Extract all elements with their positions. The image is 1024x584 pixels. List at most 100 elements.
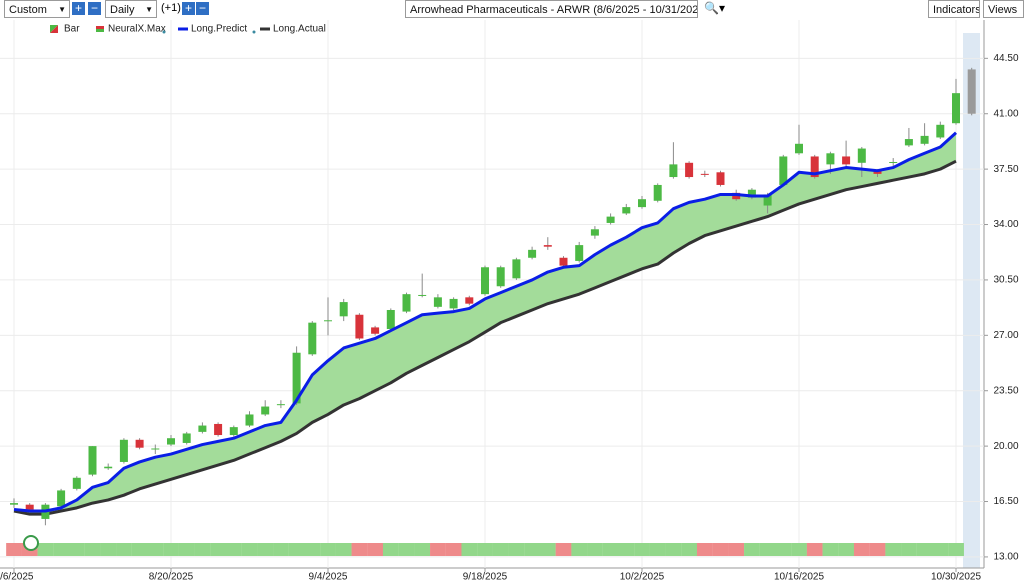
signal-cell <box>587 543 603 556</box>
candle-body <box>857 148 866 163</box>
indicators-button[interactable]: Indicators <box>928 0 980 18</box>
signal-cell <box>288 543 305 556</box>
candle-body <box>779 156 788 185</box>
candle-body <box>292 352 301 404</box>
signal-cell <box>869 543 886 556</box>
y-tick-label: 30.50 <box>993 275 1018 286</box>
signal-cell <box>116 543 132 556</box>
legend-label: Long.Predict <box>191 24 247 35</box>
interval-select[interactable]: Daily ▼ <box>105 0 157 18</box>
signal-cell <box>775 543 792 556</box>
offset-plus-button[interactable]: + <box>182 2 195 15</box>
candle-body <box>214 423 223 436</box>
signal-cell <box>634 543 650 556</box>
signal-cell <box>728 543 745 556</box>
candle-body <box>873 170 882 174</box>
symbol-box[interactable]: Arrowhead Pharmaceuticals - ARWR (8/6/20… <box>405 0 698 18</box>
candle-body <box>512 259 521 279</box>
candle-body <box>355 314 364 339</box>
legend-label: NeuralX.Max <box>108 24 166 35</box>
signal-cell <box>602 543 619 556</box>
line-0 <box>13 131 958 513</box>
signal-cell <box>901 543 917 556</box>
legend-label: Bar <box>64 24 80 35</box>
signal-cell <box>744 543 760 556</box>
signal-cell <box>147 543 164 556</box>
signal-cell <box>885 543 902 556</box>
candle-body <box>543 245 552 247</box>
candle-body <box>198 425 207 432</box>
signal-cell <box>335 543 352 556</box>
x-tick-label: 10/30/2025 <box>931 572 981 583</box>
candle-body <box>402 294 411 312</box>
candle-body <box>700 173 709 175</box>
y-tick-label: 27.00 <box>993 330 1018 341</box>
legend-icon <box>96 29 104 32</box>
band-fill <box>14 132 956 515</box>
x-tick-label: 9/18/2025 <box>463 572 508 583</box>
y-tick-label: 41.00 <box>993 108 1018 119</box>
candle-body <box>229 427 238 436</box>
dropdown-arrow: ▼ <box>145 5 153 14</box>
indicators-text: Indicators <box>933 4 980 16</box>
candle-body <box>308 322 317 355</box>
candle-body <box>481 267 489 295</box>
offset-minus-button[interactable]: − <box>196 2 209 15</box>
signal-cell <box>508 543 525 556</box>
zoom-out-button[interactable]: − <box>88 2 101 15</box>
candle-body <box>496 267 505 287</box>
signal-cell <box>822 543 839 556</box>
zoom-in-button[interactable]: + <box>72 2 85 15</box>
forecast-zone <box>963 33 980 568</box>
candle-body <box>889 162 898 164</box>
candle-body <box>418 294 427 296</box>
signal-cell <box>53 543 70 556</box>
signal-cell <box>6 543 22 556</box>
candle-body <box>119 439 128 462</box>
y-tick-label: 13.00 <box>993 552 1018 563</box>
candle-body <box>747 189 756 198</box>
candle-body <box>57 490 66 507</box>
legend-dot <box>252 30 256 34</box>
signal-cell <box>304 543 321 556</box>
signal-cell <box>555 543 572 556</box>
candle-body <box>826 153 835 165</box>
candle-body <box>638 199 646 208</box>
signal-cell <box>382 543 399 556</box>
search-icon[interactable]: 🔍▾ <box>704 1 725 15</box>
candle-body <box>276 404 285 406</box>
signal-cell <box>524 543 541 556</box>
candle-body <box>920 135 929 144</box>
candle-body <box>653 184 662 201</box>
signal-cell <box>225 543 242 556</box>
candle-body <box>339 302 348 317</box>
signal-cell <box>84 543 101 556</box>
signal-cell <box>241 543 258 556</box>
interval-text: Daily <box>110 4 135 16</box>
signal-cell <box>618 543 635 556</box>
candle-body <box>622 207 631 214</box>
dropdown-arrow: ▼ <box>58 5 66 14</box>
candle-body <box>261 406 270 415</box>
candle-body <box>245 414 254 426</box>
candle-body <box>842 156 851 165</box>
signal-cell <box>571 543 588 556</box>
candle-body <box>716 172 725 185</box>
signal-cell <box>257 543 274 556</box>
candle-body <box>25 504 34 510</box>
x-tick-label: 9/4/2025 <box>309 572 348 583</box>
signal-cell <box>445 543 462 556</box>
period-select[interactable]: Custom ▼ <box>4 0 70 18</box>
candle-body <box>324 320 332 322</box>
candle-body <box>10 503 18 505</box>
signal-cell <box>163 543 179 556</box>
views-button[interactable]: Views <box>983 0 1024 18</box>
legend: Bar NeuralX.Max Long.Predict Long.Actual <box>50 24 326 35</box>
signal-cell <box>853 543 870 556</box>
candle-body <box>575 245 584 261</box>
views-text: Views <box>988 4 1018 16</box>
y-tick-label: 37.50 <box>993 164 1018 175</box>
signal-cell <box>712 543 729 556</box>
